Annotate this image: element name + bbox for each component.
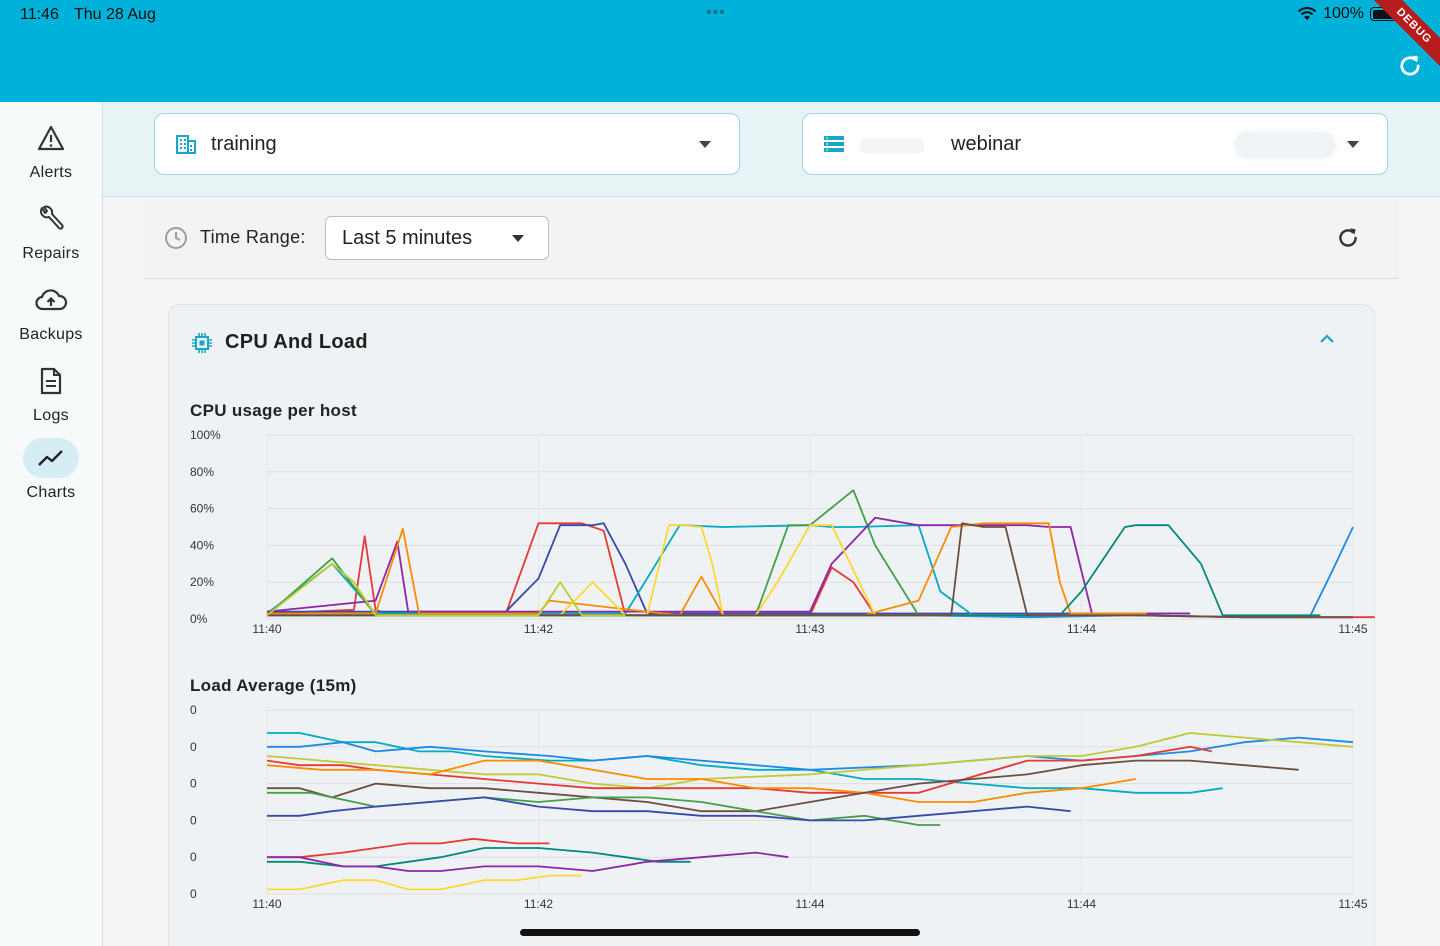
nav-label-repairs: Repairs [22, 245, 80, 262]
app-bar: 11:46 Thu 28 Aug ••• 100% DEBUG [0, 0, 1440, 102]
cpu-chart-title: CPU usage per host [190, 401, 357, 420]
y-tick-label: 40% [190, 538, 214, 552]
cpu-usage-chart: 0% 20% 40% 60% 80% 100% 11:40 11:42 11:43 11:44 11… [190, 428, 1375, 636]
navigation-rail: Alerts Repairs Backups Logs Charts [0, 102, 103, 946]
chevron-down-icon [1347, 141, 1359, 148]
card-title: CPU And Load [225, 331, 368, 353]
series-line [267, 524, 1321, 617]
home-indicator[interactable] [520, 929, 920, 936]
multitasking-dots[interactable]: ••• [706, 4, 726, 21]
y-tick-label: 0 [190, 887, 197, 901]
y-tick-label: 0 [190, 777, 197, 791]
series-line [266, 516, 1191, 617]
wifi-icon [1297, 7, 1317, 20]
nav-label-alerts: Alerts [29, 164, 73, 181]
clock-icon [165, 227, 187, 249]
refresh-icon[interactable] [1335, 225, 1361, 251]
status-time: 11:46 [20, 6, 59, 23]
series-line [266, 759, 1136, 803]
series-line [267, 837, 550, 859]
refresh-icon[interactable] [1396, 52, 1424, 80]
nav-item-alerts[interactable]: Alerts [0, 118, 102, 182]
chevron-up-icon[interactable] [1318, 333, 1336, 345]
y-tick-label: 0% [190, 612, 208, 626]
series-line [266, 732, 1354, 790]
building-icon [176, 135, 196, 154]
x-tick-label: 11:40 [252, 622, 281, 636]
load-chart-title: Load Average (15m) [190, 676, 357, 695]
series-line [266, 489, 973, 617]
nav-label-logs: Logs [33, 407, 69, 424]
series-line [267, 736, 1354, 771]
time-range-toolbar: Time Range: Last 5 minutes [144, 197, 1399, 279]
nav-item-logs[interactable]: Logs [0, 361, 102, 425]
warning-icon [23, 118, 79, 158]
y-tick-label: 0 [190, 850, 197, 864]
y-tick-label: 60% [190, 502, 214, 516]
x-tick-label: 11:40 [252, 897, 281, 911]
time-range-select[interactable]: Last 5 minutes [325, 216, 549, 260]
time-range-value: Last 5 minutes [342, 227, 473, 249]
series-line [266, 562, 626, 617]
battery-percent: 100% [1323, 5, 1364, 22]
series-line [267, 791, 941, 826]
series-line [266, 522, 1375, 619]
organization-value: training [211, 132, 277, 155]
x-tick-label: 11:44 [1067, 897, 1096, 911]
series-line [267, 524, 1136, 617]
x-tick-label: 11:45 [1338, 622, 1367, 636]
series-line [267, 732, 1223, 794]
server-dropdown[interactable]: webinar [802, 113, 1388, 175]
x-tick-label: 11:43 [795, 622, 824, 636]
server-value: webinar [951, 132, 1022, 155]
time-range-label: Time Range: [200, 227, 306, 247]
x-tick-label: 11:44 [795, 897, 824, 911]
cpu-load-card: CPU And Load CPU usage per host 0% 20% 40%… [168, 304, 1375, 946]
chevron-down-icon [699, 141, 711, 148]
nav-item-backups[interactable]: Backups [0, 280, 102, 344]
chevron-down-icon [512, 235, 524, 242]
redacted-text [859, 138, 925, 154]
x-tick-label: 11:45 [1338, 897, 1367, 911]
y-tick-label: 0 [190, 813, 197, 827]
server-list-icon [824, 136, 844, 152]
nav-label-charts: Charts [26, 484, 76, 501]
nav-label-backups: Backups [19, 326, 83, 343]
wrench-icon [23, 199, 79, 239]
y-tick-label: 0 [190, 703, 197, 717]
nav-item-charts[interactable]: Charts [0, 438, 102, 502]
x-tick-label: 11:42 [524, 897, 553, 911]
x-tick-label: 11:42 [524, 622, 553, 636]
document-icon [23, 361, 79, 401]
nav-item-repairs[interactable]: Repairs [0, 199, 102, 263]
status-date: Thu 28 Aug [74, 6, 156, 23]
cloud-upload-icon [23, 280, 79, 320]
y-tick-label: 0 [190, 740, 197, 754]
series-line [267, 522, 1147, 617]
cpu-icon [192, 332, 212, 353]
y-tick-label: 80% [190, 465, 214, 479]
redacted-badge [1235, 132, 1335, 158]
chart-line-icon [23, 438, 79, 478]
y-tick-label: 100% [190, 428, 221, 442]
x-tick-label: 11:44 [1067, 622, 1096, 636]
load-average-chart: 0 0 0 0 0 0 11:40 11:42 11:44 11:44 11:45 [190, 703, 1368, 911]
organization-dropdown[interactable]: training [154, 113, 740, 175]
selector-band: training webinar [103, 102, 1440, 197]
series-line [267, 874, 582, 891]
y-tick-label: 20% [190, 575, 214, 589]
series-line [267, 851, 789, 872]
card-header[interactable]: CPU And Load [191, 331, 368, 354]
series-line [267, 796, 1071, 822]
series-line [267, 522, 1353, 619]
